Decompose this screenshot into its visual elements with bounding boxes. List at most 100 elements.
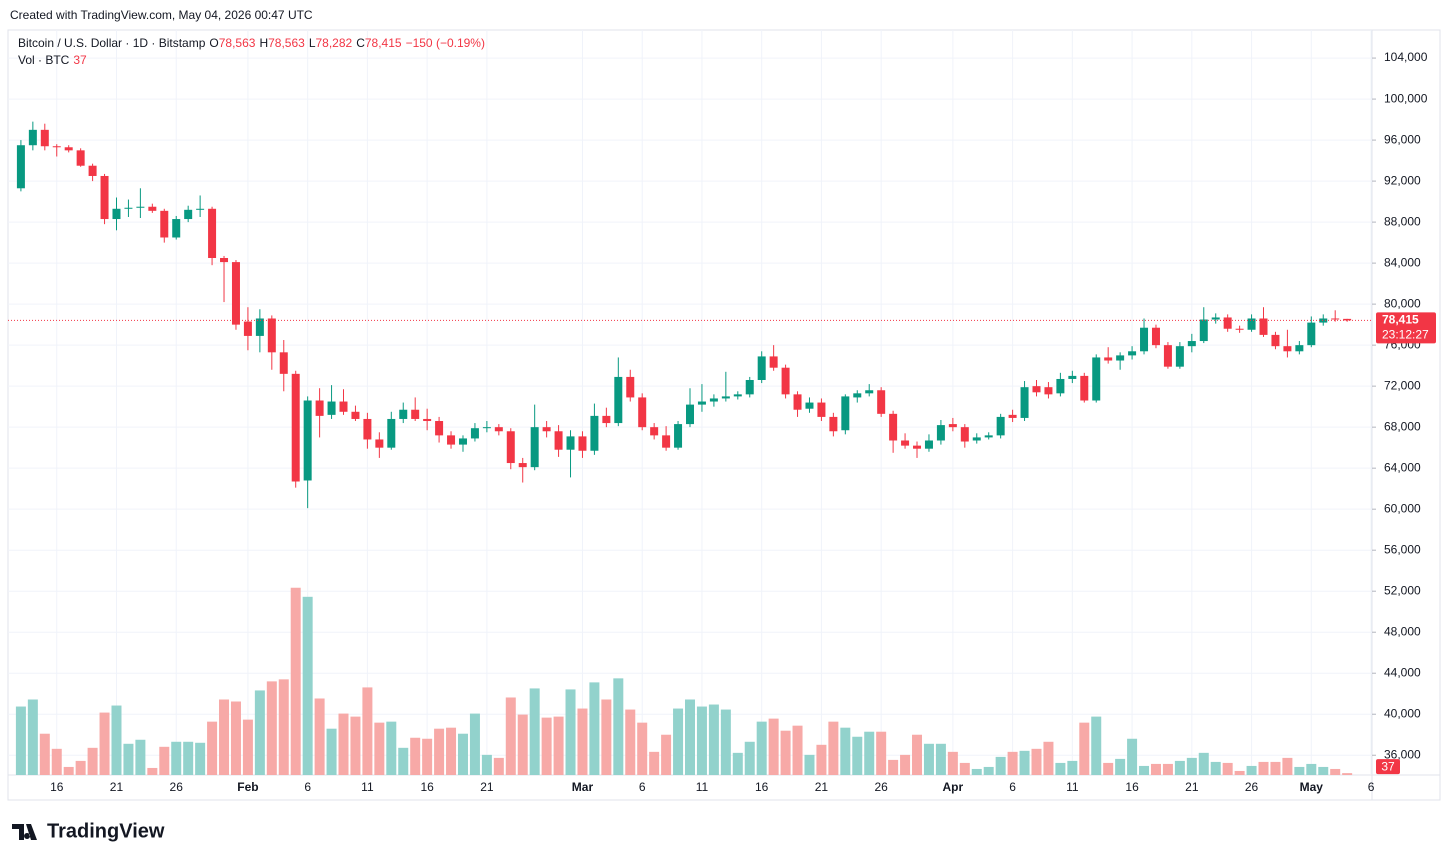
countdown: 23:12:27 — [1382, 328, 1429, 342]
candle-body — [1032, 386, 1041, 393]
volume-bar — [1210, 761, 1221, 775]
candle-body — [948, 424, 957, 428]
volume-bar — [1091, 716, 1102, 775]
volume-bar — [744, 741, 755, 775]
candle-body — [160, 210, 169, 238]
candle-body — [1343, 318, 1352, 321]
y-tick-label: 72,000 — [1384, 378, 1421, 392]
candle-body — [40, 129, 49, 147]
candle-body — [76, 150, 85, 166]
volume-bar — [1330, 768, 1341, 775]
candles — [16, 121, 1352, 509]
candle-body — [542, 427, 551, 432]
c-key: C — [356, 36, 365, 50]
volume-bar — [1306, 763, 1317, 775]
volume-bar — [386, 721, 397, 775]
volume-bar — [1115, 758, 1126, 775]
x-tick-label: Mar — [572, 780, 594, 794]
candle-body — [1080, 375, 1089, 401]
volume-bar — [780, 730, 791, 775]
candle-body — [781, 367, 790, 395]
volume-bar — [338, 713, 349, 775]
candle-body — [1020, 387, 1029, 418]
candle-body — [184, 209, 193, 220]
candle-body — [64, 147, 73, 151]
volume-bar — [1079, 722, 1090, 775]
candle-body — [530, 427, 539, 468]
volume-pane — [15, 587, 1353, 775]
candle-body — [1211, 317, 1220, 320]
h-value: 78,563 — [268, 36, 305, 50]
volume-bar — [696, 706, 707, 775]
legend-volume: Vol · BTC 37 — [18, 53, 91, 67]
volume-bar — [1067, 760, 1078, 775]
volume-bar — [1318, 766, 1329, 775]
x-tick-label: 21 — [1185, 780, 1199, 794]
volume-bar — [995, 756, 1006, 775]
x-tick-label: 16 — [755, 780, 769, 794]
candle-body — [805, 402, 814, 409]
last-price-box — [1376, 312, 1436, 344]
volume-bar — [1258, 761, 1269, 775]
y-tick-label: 44,000 — [1384, 665, 1421, 679]
candle-body — [52, 146, 61, 148]
x-tick-label: 6 — [1368, 780, 1375, 794]
volume-bar — [1282, 757, 1293, 775]
volume-bar — [147, 767, 158, 775]
candle-body — [435, 421, 444, 436]
candle-body — [793, 394, 802, 410]
candle-body — [709, 398, 718, 402]
candle-body — [375, 439, 384, 448]
axes: 36,000 40,000 44,000 48,000 52,000 56,000 60,0… — [50, 50, 1428, 794]
volume-bar — [1222, 762, 1233, 775]
candle-body — [1283, 346, 1292, 352]
candle-body — [1163, 345, 1172, 367]
grid — [8, 30, 1372, 775]
y-tick-label: 64,000 — [1384, 460, 1421, 474]
candle-body — [267, 318, 276, 353]
candle-body — [936, 425, 945, 441]
volume-bar — [768, 718, 779, 775]
volume-bar — [637, 722, 648, 775]
candle-body — [662, 435, 671, 448]
candle-body — [458, 438, 467, 445]
volume-bar — [422, 738, 433, 775]
volume-bar — [816, 744, 827, 775]
candle-body — [1104, 357, 1113, 361]
y-tick-label: 88,000 — [1384, 214, 1421, 228]
y-tick-label: 80,000 — [1384, 296, 1421, 310]
x-tick-label: Feb — [237, 780, 258, 794]
volume-bar — [517, 714, 528, 775]
x-tick-label: 26 — [1245, 780, 1259, 794]
y-tick-label: 56,000 — [1384, 542, 1421, 556]
y-tick-label: 92,000 — [1384, 173, 1421, 187]
volume-bar — [1103, 762, 1114, 775]
candle-body — [112, 208, 121, 220]
y-tick-label: 52,000 — [1384, 583, 1421, 597]
volume-bar — [1162, 763, 1173, 775]
candle-body — [1223, 317, 1232, 329]
volume-bar — [661, 734, 672, 775]
volume-bar — [505, 697, 516, 775]
symbol: Bitcoin / U.S. Dollar · 1D · Bitstamp — [18, 36, 206, 50]
candle-body — [674, 424, 683, 448]
candle-body — [745, 380, 754, 395]
volume-bar — [1234, 770, 1245, 775]
vol-value: 37 — [73, 53, 87, 67]
candle-body — [1175, 346, 1184, 367]
logo-icon — [12, 824, 37, 840]
candle-body — [124, 207, 133, 209]
x-tick-label: 11 — [696, 780, 709, 794]
candle-body — [889, 413, 898, 441]
volume-bar — [613, 678, 624, 775]
volume-bar — [888, 759, 899, 775]
x-tick-label: 21 — [815, 780, 829, 794]
volume-bar — [123, 743, 134, 775]
candle-body — [303, 400, 312, 481]
volume-bar — [171, 741, 182, 775]
h-key: H — [259, 36, 269, 50]
candle-body — [148, 206, 157, 211]
volume-bar — [1150, 763, 1161, 775]
volume-bar — [481, 754, 492, 775]
